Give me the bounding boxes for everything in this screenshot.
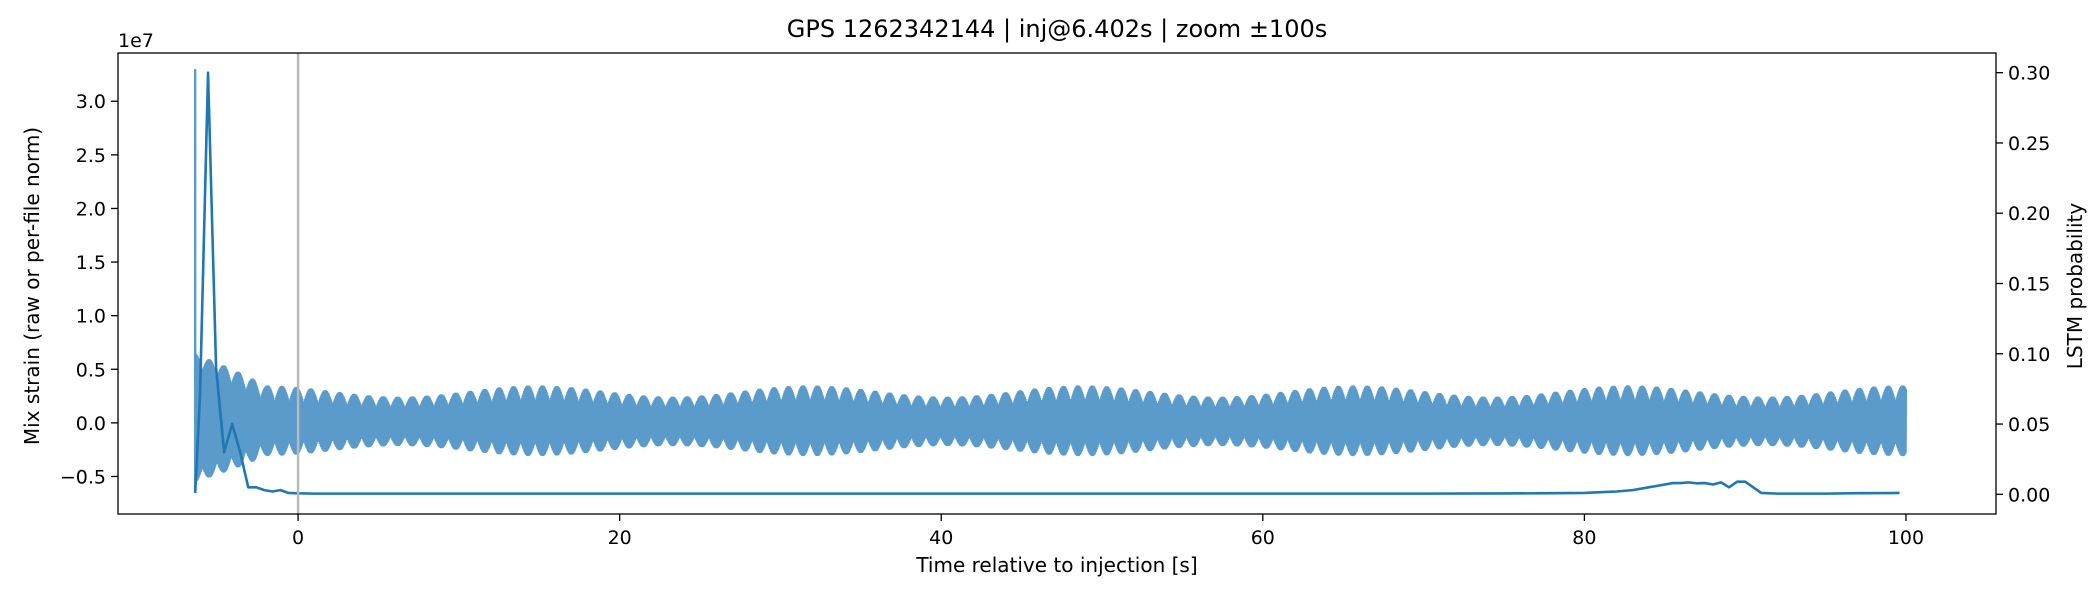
left-y-axis-ticks: −0.5 0.0 0.5 1.0 1.5 2.0 2.5 3.0	[60, 91, 118, 488]
strain-series	[194, 353, 1908, 483]
left-y-tick-label: 3.0	[76, 91, 106, 113]
right-y-tick-label: 0.30	[2008, 63, 2050, 85]
x-tick-label: 20	[608, 527, 632, 549]
left-axis-offset-label: 1e7	[118, 30, 154, 52]
right-y-tick-label: 0.15	[2008, 274, 2050, 296]
left-y-tick-label: −0.5	[60, 466, 106, 488]
left-y-tick-label: 2.5	[76, 145, 106, 167]
x-tick-label: 0	[292, 527, 304, 549]
left-y-tick-label: 0.5	[76, 359, 106, 381]
plot-marks	[193, 53, 1908, 514]
right-y-tick-label: 0.20	[2008, 203, 2050, 225]
x-axis-ticks: 0 20 40 60 80 100	[292, 514, 1924, 549]
x-tick-label: 100	[1888, 527, 1924, 549]
right-y-axis-ticks: 0.00 0.05 0.10 0.15 0.20 0.25 0.30	[1996, 63, 2050, 506]
right-y-tick-label: 0.00	[2008, 484, 2050, 506]
left-y-axis-label: Mix strain (raw or per-file norm)	[20, 127, 44, 445]
probability-series	[193, 71, 1900, 495]
chart-title: GPS 1262342144 | inj@6.402s | zoom ±100s	[787, 15, 1327, 43]
right-y-tick-label: 0.25	[2008, 133, 2050, 155]
x-tick-label: 80	[1572, 527, 1596, 549]
left-y-tick-label: 1.5	[76, 252, 106, 274]
x-tick-label: 40	[929, 527, 953, 549]
left-y-tick-label: 2.0	[76, 198, 106, 220]
left-y-tick-label: 0.0	[76, 413, 106, 435]
left-y-tick-label: 1.0	[76, 306, 106, 328]
right-y-tick-label: 0.05	[2008, 414, 2050, 436]
right-y-axis-label: LSTM probability	[2063, 203, 2087, 370]
x-tick-label: 60	[1251, 527, 1275, 549]
x-axis-label: Time relative to injection [s]	[915, 553, 1197, 577]
right-y-tick-label: 0.10	[2008, 344, 2050, 366]
